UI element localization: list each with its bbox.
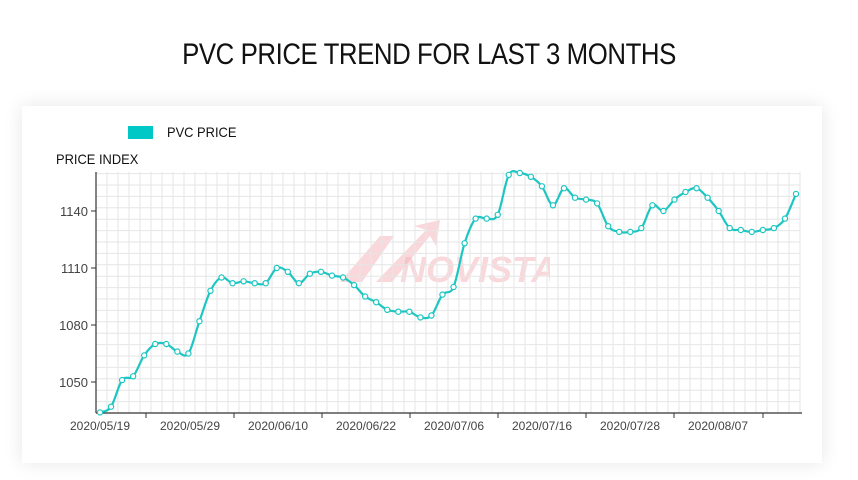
- data-point-marker[interactable]: [361, 293, 369, 300]
- svg-text:1050: 1050: [59, 375, 88, 390]
- data-point-marker[interactable]: [185, 350, 192, 357]
- data-point-marker[interactable]: [439, 291, 446, 298]
- svg-text:1140: 1140: [60, 204, 88, 219]
- chart-title: PVC PRICE TREND FOR LAST 3 MONTHS: [182, 38, 676, 71]
- data-point-marker[interactable]: [306, 270, 314, 277]
- x-axis-ticks: 2020/05/19 2020/05/29 2020/06/10 2020/06/22…: [70, 413, 764, 433]
- data-point-marker[interactable]: [649, 202, 656, 209]
- data-point-marker[interactable]: [560, 184, 568, 192]
- data-point-marker[interactable]: [472, 215, 479, 222]
- data-point-marker[interactable]: [759, 226, 767, 234]
- data-point-marker[interactable]: [604, 222, 612, 230]
- data-point-marker[interactable]: [96, 409, 104, 416]
- data-point-marker[interactable]: [152, 340, 159, 348]
- data-point-marker[interactable]: [140, 352, 148, 359]
- data-point-marker[interactable]: [339, 274, 347, 281]
- data-point-marker[interactable]: [251, 280, 258, 287]
- chart-card: [22, 106, 822, 463]
- data-point-marker[interactable]: [715, 207, 722, 215]
- data-point-marker[interactable]: [627, 228, 634, 236]
- data-point-marker[interactable]: [240, 278, 247, 285]
- data-point-marker[interactable]: [461, 240, 468, 247]
- svg-text:2020/07/16: 2020/07/16: [512, 419, 572, 433]
- data-point-marker[interactable]: [218, 274, 225, 281]
- svg-text:2020/08/07: 2020/08/07: [688, 419, 748, 433]
- data-markers[interactable]: [96, 169, 800, 416]
- data-point-marker[interactable]: [516, 169, 524, 177]
- data-point-marker[interactable]: [748, 228, 756, 236]
- svg-text:2020/05/29: 2020/05/29: [160, 419, 220, 433]
- grid: [95, 172, 801, 414]
- data-point-marker[interactable]: [571, 194, 579, 201]
- data-point-marker[interactable]: [328, 272, 336, 279]
- data-point-marker[interactable]: [295, 280, 303, 287]
- data-point-marker[interactable]: [483, 215, 490, 222]
- legend-label: PVC PRICE: [167, 124, 237, 140]
- data-point-marker[interactable]: [527, 173, 535, 180]
- data-point-marker[interactable]: [317, 268, 325, 275]
- data-point-marker[interactable]: [406, 308, 413, 315]
- y-axis-ticks: 1050 1080 1110 1140: [59, 204, 96, 390]
- data-point-marker[interactable]: [792, 190, 800, 198]
- svg-text:2020/06/10: 2020/06/10: [248, 419, 308, 433]
- data-point-marker[interactable]: [549, 202, 557, 209]
- data-point-marker[interactable]: [704, 194, 711, 201]
- data-point-marker[interactable]: [350, 281, 358, 289]
- data-point-marker[interactable]: [494, 211, 501, 218]
- legend[interactable]: PVC PRICE: [128, 124, 242, 140]
- data-point-marker[interactable]: [660, 207, 667, 215]
- data-point-marker[interactable]: [129, 373, 137, 380]
- data-point-marker[interactable]: [737, 226, 744, 234]
- data-point-marker[interactable]: [229, 280, 236, 287]
- data-point-marker[interactable]: [372, 299, 380, 306]
- svg-text:1110: 1110: [61, 261, 88, 276]
- data-point-marker[interactable]: [726, 224, 733, 232]
- svg-text:1080: 1080: [59, 318, 88, 333]
- data-point-marker[interactable]: [207, 287, 214, 294]
- y-axis-label: PRICE INDEX: [56, 151, 139, 167]
- data-point-marker[interactable]: [781, 215, 789, 222]
- data-point-marker[interactable]: [384, 306, 391, 313]
- data-point-marker[interactable]: [273, 264, 280, 272]
- svg-text:2020/06/22: 2020/06/22: [336, 419, 396, 433]
- data-point-marker[interactable]: [638, 224, 645, 232]
- data-point-marker[interactable]: [671, 196, 678, 203]
- data-point-marker[interactable]: [428, 312, 435, 319]
- data-point-marker[interactable]: [505, 171, 512, 179]
- data-point-marker[interactable]: [196, 318, 203, 325]
- data-point-marker[interactable]: [693, 184, 700, 192]
- data-point-marker[interactable]: [118, 376, 126, 384]
- data-point-marker[interactable]: [163, 340, 170, 348]
- data-point-marker[interactable]: [450, 283, 457, 291]
- data-point-marker[interactable]: [284, 268, 292, 275]
- legend-swatch: [128, 125, 153, 139]
- data-point-marker[interactable]: [582, 196, 590, 203]
- data-point-marker[interactable]: [770, 224, 778, 232]
- data-point-marker[interactable]: [616, 228, 623, 236]
- price-line: [99, 170, 798, 414]
- data-point-marker[interactable]: [107, 403, 115, 410]
- data-point-marker[interactable]: [682, 188, 689, 196]
- data-point-marker[interactable]: [262, 280, 269, 287]
- data-point-marker[interactable]: [395, 308, 402, 315]
- data-point-marker[interactable]: [593, 200, 601, 207]
- svg-text:2020/07/06: 2020/07/06: [424, 419, 484, 433]
- data-point-marker[interactable]: [417, 314, 424, 321]
- data-point-marker[interactable]: [538, 183, 546, 190]
- svg-text:2020/05/19: 2020/05/19: [70, 419, 130, 433]
- axes: [95, 172, 802, 414]
- svg-text:2020/07/28: 2020/07/28: [600, 419, 660, 433]
- data-point-marker[interactable]: [174, 348, 181, 355]
